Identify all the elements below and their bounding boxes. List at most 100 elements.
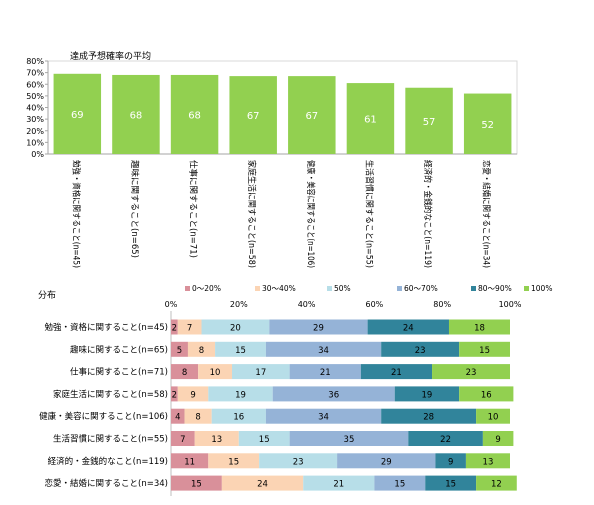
segment-value-label: 15 xyxy=(445,480,456,490)
segment-value-label: 15 xyxy=(228,457,239,467)
top-chart-title: 達成予想確率の平均 xyxy=(70,50,151,62)
bottom-category-label: 勉強・資格に関すること(n=45) xyxy=(45,322,168,333)
avg-bar-value-label: 61 xyxy=(364,115,377,126)
legend-label: 0～20% xyxy=(192,284,221,293)
avg-bar-value-label: 67 xyxy=(247,111,260,122)
stacked-segment xyxy=(171,364,199,380)
segment-value-label: 23 xyxy=(466,368,477,378)
stacked-segment xyxy=(337,453,436,469)
segment-value-label: 19 xyxy=(235,390,246,400)
stacked-segment xyxy=(303,475,375,491)
bottom-category-label: 生活習慣に関すること(n=55) xyxy=(53,434,168,445)
avg-bar xyxy=(346,83,395,154)
avg-bar-value-label: 57 xyxy=(423,117,436,128)
segment-value-label: 15 xyxy=(191,480,202,490)
stacked-segment xyxy=(381,341,460,357)
distribution-chart: 分布 0～20% 30～40% 50% 60～70% 80～90% 100% 0% 20% 4… xyxy=(38,284,552,496)
segment-value-label: 12 xyxy=(491,480,502,490)
stacked-segment xyxy=(221,475,304,491)
stacked-segment xyxy=(408,431,483,446)
stacked-segment xyxy=(171,453,209,469)
top-category-label: 趣味に関すること(n=65) xyxy=(129,160,140,258)
legend-swatch xyxy=(255,286,260,291)
stacked-segment xyxy=(194,431,239,446)
stacked-segment xyxy=(232,364,290,380)
segment-value-label: 15 xyxy=(259,435,270,445)
top-category-label: 家庭生活に関すること(n=58) xyxy=(246,160,257,268)
segment-value-label: 9 xyxy=(190,390,195,400)
stacked-segment xyxy=(187,341,216,357)
segment-value-label: 23 xyxy=(415,346,426,356)
segment-value-label: 8 xyxy=(199,346,204,356)
avg-bar-value-label: 67 xyxy=(305,111,318,122)
avg-bar xyxy=(229,76,277,154)
segment-value-label: 24 xyxy=(403,324,414,334)
avg-bar xyxy=(288,76,336,154)
stacked-segment xyxy=(177,386,209,402)
top-y-tick-label: 20% xyxy=(26,127,44,136)
stacked-segment xyxy=(374,475,426,491)
segment-value-label: 7 xyxy=(180,435,185,445)
stacked-segment xyxy=(272,386,395,402)
stacked-segment xyxy=(435,453,466,469)
segment-value-label: 8 xyxy=(195,413,200,423)
bottom-category-label: 家庭生活に関すること(n=58) xyxy=(53,389,168,400)
segment-value-label: 2 xyxy=(172,390,177,400)
stacked-segment xyxy=(184,408,212,424)
avg-bar xyxy=(170,74,219,154)
avg-bar xyxy=(405,87,453,154)
top-y-tick-label: 70% xyxy=(26,69,44,78)
top-category-label: 経済的・金銭的なこと(n=119) xyxy=(422,160,433,268)
segment-value-label: 15 xyxy=(394,480,405,490)
segment-value-label: 23 xyxy=(293,457,304,467)
segment-value-label: 18 xyxy=(474,324,485,334)
bottom-category-label: 健康・美容に関すること(n=106) xyxy=(39,411,168,422)
stacked-segment xyxy=(265,341,382,357)
bottom-chart-title: 分布 xyxy=(38,289,56,301)
avg-bar-value-label: 69 xyxy=(71,110,84,121)
segment-value-label: 13 xyxy=(211,435,222,445)
stacked-segment xyxy=(394,386,460,402)
stacked-segment xyxy=(269,319,368,335)
top-y-tick-label: 80% xyxy=(26,57,44,66)
stacked-segment xyxy=(171,408,185,424)
stacked-segment xyxy=(265,408,382,424)
segment-value-label: 20 xyxy=(230,324,241,334)
segment-value-label: 9 xyxy=(495,435,500,445)
stacked-segment xyxy=(171,431,195,446)
avg-bar-value-label: 52 xyxy=(481,120,494,131)
segment-value-label: 36 xyxy=(328,390,339,400)
segment-value-label: 15 xyxy=(235,346,246,356)
legend-label: 30～40% xyxy=(262,284,296,293)
segment-value-label: 13 xyxy=(483,457,494,467)
top-y-tick-label: 40% xyxy=(26,104,44,113)
top-y-tick-label: 60% xyxy=(26,80,44,89)
segment-value-label: 16 xyxy=(481,390,492,400)
segment-value-label: 35 xyxy=(344,435,355,445)
stacked-segment xyxy=(381,408,477,424)
segment-value-label: 9 xyxy=(448,457,453,467)
stacked-segment xyxy=(465,453,510,469)
stacked-segment xyxy=(289,364,361,380)
segment-value-label: 2 xyxy=(172,324,177,334)
stacked-segment xyxy=(171,386,178,402)
legend-label: 60～70% xyxy=(404,284,438,293)
average-probability-chart: 達成予想確率の平均 0% 10% 20% 30% 40% 50% 60% 70% 80% 69 6… xyxy=(26,50,518,268)
segment-value-label: 34 xyxy=(318,346,329,356)
stacked-segment xyxy=(360,364,433,380)
stacked-segment xyxy=(425,475,477,491)
stacked-segment xyxy=(171,341,188,357)
legend-swatch xyxy=(397,286,402,291)
segment-value-label: 5 xyxy=(177,346,182,356)
segment-value-label: 34 xyxy=(318,413,329,423)
avg-bar xyxy=(112,74,160,154)
segment-value-label: 17 xyxy=(255,368,266,378)
segment-value-label: 28 xyxy=(423,413,434,423)
top-y-tick-label: 10% xyxy=(26,138,44,147)
legend-swatch xyxy=(327,286,332,291)
top-y-tick-label: 50% xyxy=(26,92,44,101)
segment-value-label: 21 xyxy=(391,368,402,378)
bottom-x-tick-label: 60% xyxy=(366,300,384,309)
top-category-label: 勉強・資格に関すること(n=45) xyxy=(70,160,81,268)
stacked-segment xyxy=(198,364,233,380)
